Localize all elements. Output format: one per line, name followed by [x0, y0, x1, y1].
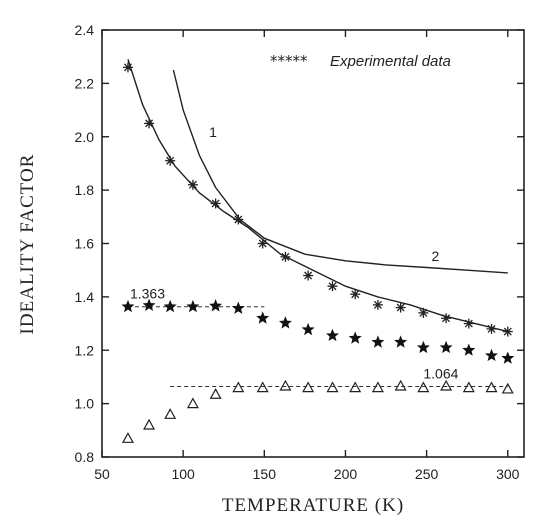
asterisk-point	[233, 214, 244, 225]
star-point	[326, 328, 339, 342]
triangle-point	[417, 381, 430, 393]
star-point	[501, 351, 515, 364]
asterisk-point	[486, 323, 497, 334]
asterisk-point	[441, 313, 452, 324]
star-point	[439, 340, 453, 354]
x-axis-title: TEMPERATURE (K)	[222, 495, 404, 516]
plot-frame	[101, 29, 525, 458]
star-point	[163, 299, 177, 313]
triangle-point	[394, 379, 407, 391]
y-tick-label: 2.0	[75, 129, 95, 145]
star-point	[371, 335, 385, 348]
asterisk-point	[350, 289, 361, 300]
legend: ***** Experimental data	[270, 52, 451, 70]
triangle-point	[440, 379, 453, 391]
asterisk-point	[502, 326, 513, 337]
y-tick-label: 2.4	[75, 22, 95, 38]
asterisk-point	[280, 251, 291, 262]
star-point	[416, 340, 430, 354]
asterisk-point	[122, 62, 133, 73]
y-tick-label: 1.6	[75, 236, 95, 252]
x-tick-label: 100	[171, 466, 195, 482]
star-point	[301, 322, 315, 336]
curve-label-2: 2	[431, 248, 439, 264]
asterisk-point	[395, 302, 406, 313]
triangle-point	[209, 388, 222, 399]
x-tick-label: 300	[496, 466, 520, 482]
triangle-point	[485, 381, 498, 393]
triangle-point	[462, 381, 475, 393]
asterisk-point	[210, 198, 221, 209]
x-tick-label: 200	[334, 466, 358, 482]
asterisk-point	[372, 299, 383, 310]
legend-label: Experimental data	[330, 53, 451, 70]
triangle-point	[349, 381, 362, 393]
triangle-point	[143, 418, 156, 430]
asterisk-point	[327, 281, 338, 292]
y-tick-label: 2.2	[75, 75, 95, 91]
star-point	[231, 301, 245, 314]
asterisk-point	[144, 118, 155, 129]
curve-1	[172, 69, 508, 274]
x-tick-label: 50	[94, 466, 110, 482]
star-point	[278, 316, 292, 329]
legend-marker: *****	[270, 52, 308, 70]
triangle-point	[371, 381, 384, 393]
triangle-point	[121, 432, 134, 443]
asterisk-point	[187, 179, 198, 190]
reference-label-1.064: 1.064	[423, 366, 458, 382]
star-point	[186, 299, 200, 313]
triangle-point	[279, 379, 292, 391]
y-axis-title: IDEALITY FACTOR	[17, 154, 38, 335]
x-tick-label: 250	[415, 466, 439, 482]
curve-2	[127, 59, 508, 333]
triangle-point	[302, 381, 315, 393]
y-tick-label: 1.0	[75, 396, 95, 412]
star-point	[394, 335, 408, 348]
y-tick-label: 1.8	[75, 182, 95, 198]
x-tick-label: 150	[253, 466, 277, 482]
star-point	[256, 311, 270, 324]
y-tick-label: 0.8	[75, 449, 95, 465]
asterisk-point	[463, 318, 474, 329]
star-point	[462, 343, 476, 356]
data-marks: 1.363 1.064 1 2	[121, 59, 515, 443]
triangle-point	[232, 381, 245, 393]
asterisk-point	[257, 238, 268, 249]
triangle-point	[164, 408, 177, 419]
asterisk-point	[418, 307, 429, 318]
star-point	[348, 331, 362, 344]
star-point	[121, 299, 135, 313]
triangle-point	[256, 381, 269, 393]
triangle-point	[326, 381, 339, 393]
star-point	[142, 298, 156, 311]
triangle-point	[186, 397, 199, 409]
reference-label-1.363: 1.363	[130, 286, 165, 302]
asterisk-point	[165, 155, 176, 166]
star-point	[209, 299, 223, 312]
curve-label-1: 1	[209, 124, 217, 140]
star-point	[485, 348, 498, 362]
asterisk-point	[303, 270, 314, 281]
y-tick-label: 1.4	[75, 289, 95, 305]
axis-ticks: 50 100 150 200 250 300 0.8 1.0 1.2 1.4 1.6 1.8 2.0 2.…	[75, 22, 524, 482]
y-tick-label: 1.2	[75, 342, 95, 358]
triangle-point	[501, 382, 514, 394]
